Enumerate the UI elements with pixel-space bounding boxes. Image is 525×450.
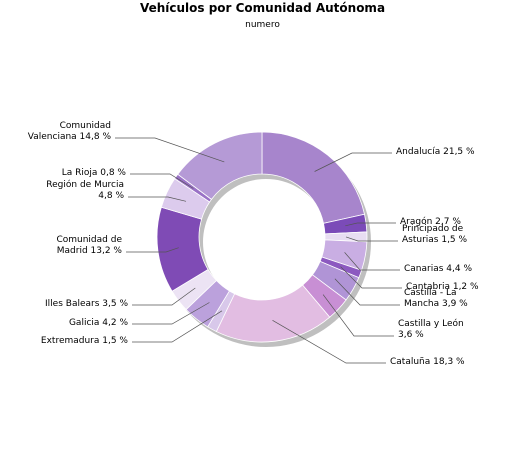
- slice-label-line: Comunidad de: [56, 235, 122, 245]
- leader-line: [132, 287, 196, 306]
- slice-label-line: Principado de: [402, 224, 464, 234]
- slice-label: Castilla y León 3,6 %: [398, 319, 464, 341]
- slice-label-line: Andalucía 21,5 %: [396, 147, 475, 157]
- slice-label-line: Cataluña 18,3 %: [390, 357, 465, 367]
- slice-label: La Rioja 0,8 %: [62, 168, 126, 179]
- slice-label: Comunidad de Madrid 13,2 %: [56, 235, 122, 257]
- slice-label: Aragón 2,7 %: [400, 217, 461, 228]
- leader-line: [345, 222, 396, 227]
- leader-line: [314, 152, 392, 172]
- slice-label: Illes Balears 3,5 %: [45, 299, 128, 310]
- leader-line: [344, 252, 400, 271]
- slice-label: Extremadura 1,5 %: [41, 336, 128, 347]
- leader-line: [128, 196, 187, 202]
- leader-line: [272, 319, 386, 364]
- leader-line: [115, 137, 225, 163]
- leader-line: [130, 173, 194, 189]
- slice-label: Galicia 4,2 %: [69, 318, 128, 329]
- slice-label-line: Canarias 4,4 %: [404, 264, 473, 274]
- leader-line: [322, 294, 394, 337]
- slice-label: Cataluña 18,3 %: [390, 357, 465, 368]
- slice-label-line: Cantabria 1,2 %: [406, 282, 479, 292]
- slice-label: Cantabria 1,2 %: [406, 282, 479, 293]
- slice-label-line: La Rioja 0,8 %: [61, 168, 126, 178]
- donut-slices: [156, 131, 368, 343]
- slice-label: Andalucía 21,5 %: [396, 147, 475, 158]
- slice-label-line: Illes Balears 3,5 %: [45, 299, 128, 309]
- slice-label: Región de Murcia 4,8 %: [46, 180, 124, 202]
- slice-label-line: Extremadura 1,5 %: [40, 336, 128, 346]
- leader-line: [126, 247, 179, 253]
- chart-subtitle: numero: [245, 20, 280, 30]
- slice-label-line: 4,8 %: [98, 191, 124, 201]
- leader-line: [132, 302, 210, 325]
- slice-label-line: Mancha 3,9 %: [404, 299, 468, 309]
- slice-label: Canarias 4,4 %: [404, 264, 472, 275]
- slice-label-line: Madrid 13,2 %: [56, 246, 122, 256]
- leader-line: [132, 310, 223, 343]
- leader-line: [345, 236, 398, 242]
- leader-lines: [115, 137, 402, 364]
- slice-comunidad-valenciana: [177, 131, 263, 200]
- slice-label-line: Asturias 1,5 %: [402, 235, 468, 245]
- slice-label-line: Castilla y León: [398, 319, 464, 329]
- slice-label-line: Región de Murcia: [46, 180, 124, 190]
- slice-label-line: 3,6 %: [398, 330, 424, 340]
- slice-label: Principado de Asturias 1,5 %: [402, 224, 467, 246]
- slice-label-line: Valenciana 14,8 %: [27, 132, 111, 142]
- leader-line: [334, 278, 400, 306]
- slice-label: Comunidad Valenciana 14,8 %: [28, 121, 111, 143]
- slice-label: Castilla - La Mancha 3,9 %: [404, 288, 468, 310]
- chart-title: Vehículos por Comunidad Autónoma: [139, 1, 386, 15]
- slice-label-line: Galicia 4,2 %: [68, 318, 128, 328]
- slice-label-line: Castilla - La: [404, 288, 457, 298]
- slice-label-line: Comunidad: [59, 121, 111, 131]
- leader-line: [340, 266, 402, 289]
- slice-label-line: Aragón 2,7 %: [400, 217, 461, 227]
